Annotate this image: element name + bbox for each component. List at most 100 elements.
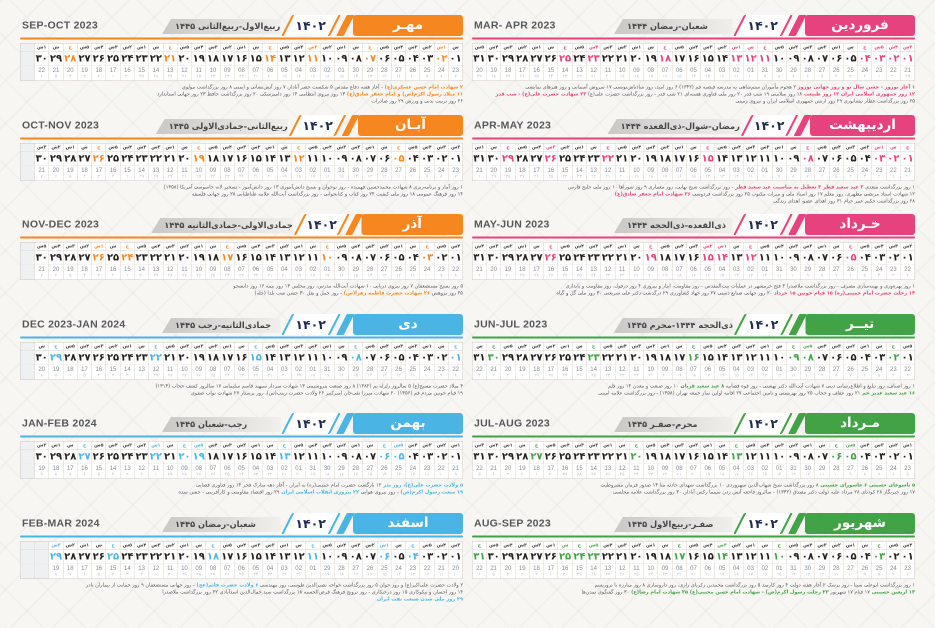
day-cell: ۵ش ۰۵ 25 ۱۳ — [391, 441, 406, 479]
gregorian-day: 24 — [438, 66, 445, 74]
day-number: ۲۴ — [572, 350, 587, 365]
day-cell: ۱ش ۲۷ 17 ۶ — [77, 541, 92, 578]
day-cell: ۵ش ۰۹ 31 ۱۴ — [786, 541, 801, 578]
weekday-label: ۳ش — [729, 342, 744, 351]
weekday-label: ش — [786, 143, 801, 152]
day-cell: ش ۱۷ 08 ۱۹ — [671, 342, 687, 379]
hijri-day: ۱۱ — [396, 74, 401, 80]
weekday-label: ۵ش — [134, 243, 149, 251]
day-number: ۰۲ — [434, 350, 449, 365]
weekday-label: ۴ش — [206, 442, 220, 450]
day-number: ۲۶ — [543, 52, 558, 67]
gregorian-day: 02 — [309, 265, 317, 273]
weekday-label: ج — [586, 342, 601, 351]
day-number: ۲۵ — [106, 151, 120, 166]
weekday-label: ۲ش — [843, 342, 858, 351]
gregorian-day: 02 — [295, 564, 302, 572]
day-cell: ج ۲۳ 14 ۲۵ — [586, 342, 601, 379]
hijri-day: ۱۱ — [424, 472, 430, 478]
day-number: ۱۲ — [743, 549, 758, 564]
hijri-day: ۱۰ — [453, 571, 458, 577]
day-number: ۰۸ — [800, 450, 815, 465]
hijri-day: ۳ — [83, 74, 86, 80]
day-number: ۲۳ — [134, 251, 149, 266]
gregorian-day: 19 — [81, 66, 88, 74]
gregorian-day: 23 — [875, 66, 883, 74]
weekday-label: ۴ش — [757, 442, 772, 450]
day-cell: ۳ش ۱۶ 07 ۲۲ — [234, 143, 249, 180]
weekday-label: ۲ش — [800, 243, 815, 251]
gregorian-day: 08 — [675, 365, 683, 373]
day-number: ۰۵ — [391, 52, 406, 67]
month-block: AUG-SEP 2023 صفـر-ربیع‌الاول ۱۴۴۵ ۱۴۰۲ شهری… — [472, 512, 915, 611]
gregorian-day: 19 — [518, 365, 526, 373]
weekday-label: ۴ش — [120, 143, 135, 152]
gregorian-day: 14 — [152, 66, 160, 74]
gregorian-day: 28 — [818, 365, 826, 373]
weekday-label: ۲ش — [106, 342, 120, 351]
hijri-day: ۱۴ — [705, 173, 711, 179]
weekday-label: ۴ش — [191, 44, 206, 52]
day-number: ۰۵ — [391, 151, 406, 166]
hijri-day: ۱۰ — [848, 571, 853, 577]
day-number: ۱۷ — [220, 251, 235, 266]
hijri-day: ۲۳ — [253, 472, 259, 478]
day-number: ۱۵ — [248, 450, 263, 465]
day-cell: ش ۰۱ 23 ۷ — [448, 43, 463, 81]
day-cell: ۴ش ۲۴ 15 ۱ — [119, 143, 135, 180]
gregorian-day: 07 — [209, 464, 217, 472]
hijri-day: ۴ — [478, 372, 481, 378]
day-cell: ۱ش ۲۲ 11 ۱ — [148, 441, 163, 479]
gregorian-day: 13 — [604, 365, 612, 373]
gregorian-day: 19 — [52, 564, 60, 572]
day-cell: ۳ش ۰۱ 21 ۲۹ — [900, 43, 915, 81]
hijri-day: ۸ — [454, 372, 457, 378]
hijri-day: ۱۹ — [296, 372, 301, 378]
hijri-months-label: رمضان-شوال-ذی‌القعده ۱۴۴۴ — [620, 121, 740, 131]
weekday-label: ۴ش — [49, 243, 63, 251]
gregorian-day: 20 — [66, 66, 74, 74]
hijri-day: ۸ — [820, 273, 824, 279]
gregorian-day: 22 — [476, 464, 483, 472]
weekday-label: ۱ش — [63, 143, 78, 152]
month-accent-rule — [20, 535, 463, 537]
weekday-label: ۵ش — [786, 541, 801, 550]
day-number: ۱۳ — [729, 52, 744, 67]
day-number: ۳۱ — [472, 52, 487, 67]
hijri-day: ۲۴ — [591, 273, 596, 279]
hijri-day: ۹ — [40, 472, 43, 478]
day-cell: ج ۰۵ 27 ۱۱ — [391, 143, 406, 180]
day-number: ۲۶ — [91, 549, 106, 564]
hijri-day: ۵ — [906, 472, 909, 478]
year-badge: ۱۴۰۲ — [740, 114, 799, 136]
weekday-label: ج — [77, 442, 92, 450]
weekday-label: ۲ش — [420, 44, 434, 52]
hijri-day: ۲ — [140, 571, 143, 577]
weekday-label: ۳ش — [686, 243, 701, 251]
weekday-label: ۵ش — [34, 243, 49, 251]
day-cell: ۲ش ۱۸ 08 ۱۷ — [657, 143, 672, 180]
day-number: ۱۴ — [263, 251, 277, 266]
gregorian-day: 22 — [38, 66, 46, 74]
gregorian-day: 29 — [804, 365, 812, 373]
weekday-label: ج — [106, 541, 120, 550]
day-cell: ج ۲۱ 13 ۲۷ — [162, 43, 178, 81]
day-cell: ۵ش ۱۴ 04 ۲۱ — [262, 342, 277, 379]
hijri-day: ۱۹ — [282, 74, 287, 80]
weekday-label: ج — [658, 44, 672, 52]
weekday-label: ش — [34, 342, 49, 351]
month-name-banner: خـرداد — [805, 214, 915, 235]
month-header: APR-MAY 2023 رمضان-شوال-ذی‌القعده ۱۴۴۴ ۱۴۰… — [472, 114, 915, 136]
gregorian-day: 09 — [223, 66, 231, 74]
weekday-label: ۴ش — [91, 44, 106, 52]
hijri-day: ۲۴ — [634, 472, 639, 478]
day-cell: ۲ش ۰۳ 25 ۹ — [419, 43, 434, 81]
day-number: ۰۲ — [886, 52, 901, 67]
weekday-label: ج — [786, 342, 801, 351]
hijri-day: ۱۳ — [762, 372, 768, 378]
hijri-day: ۲۵ — [210, 273, 216, 279]
day-number: ۲۱ — [615, 251, 630, 266]
gregorian-day: 01 — [775, 564, 783, 572]
day-cell: ج ۲۴ 15 ۱ — [119, 242, 135, 280]
hijri-day: ۱۸ — [634, 74, 639, 80]
